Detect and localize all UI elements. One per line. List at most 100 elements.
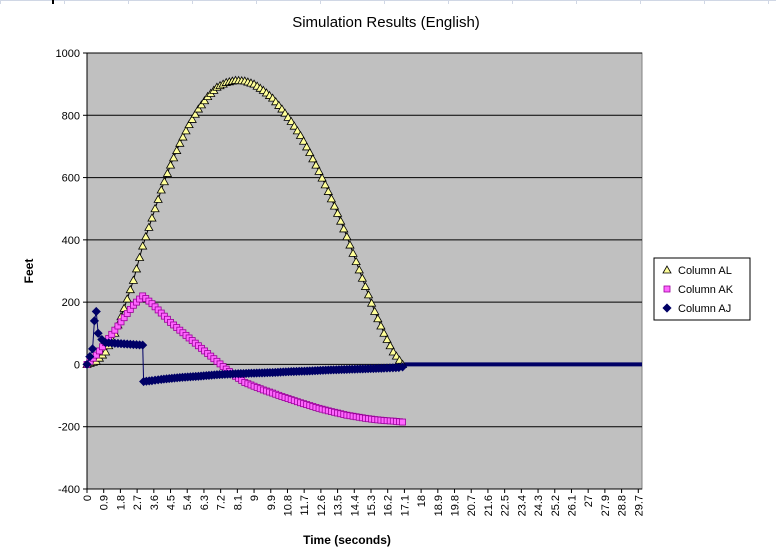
x-tick-label: 11.7 bbox=[299, 495, 311, 516]
y-tick-label: 800 bbox=[62, 110, 80, 122]
data-point bbox=[317, 173, 327, 182]
data-point bbox=[348, 248, 358, 257]
data-point bbox=[301, 142, 312, 151]
data-point bbox=[320, 180, 330, 189]
x-tick-label: 16.2 bbox=[383, 495, 395, 516]
data-point bbox=[373, 313, 383, 323]
data-point bbox=[128, 275, 139, 284]
data-point bbox=[370, 306, 380, 315]
data-point bbox=[156, 185, 166, 194]
data-point bbox=[339, 224, 349, 233]
legend-marker bbox=[663, 285, 671, 293]
x-tick-label: 9.9 bbox=[266, 495, 278, 510]
data-point bbox=[193, 104, 204, 113]
data-point bbox=[394, 355, 405, 364]
x-axis-title: Time (seconds) bbox=[303, 533, 391, 547]
data-point bbox=[345, 240, 355, 249]
x-tick-label: 27.9 bbox=[600, 495, 612, 516]
x-tick-label: 5.4 bbox=[182, 495, 194, 510]
data-point bbox=[366, 298, 377, 307]
data-point bbox=[150, 203, 160, 213]
chart-title: Simulation Results (English) bbox=[292, 14, 480, 31]
data-point bbox=[314, 166, 324, 175]
x-tick-label: 14.4 bbox=[349, 495, 361, 516]
x-tick-label: 20.7 bbox=[466, 495, 478, 516]
legend: Column AL Column AK Column AJ bbox=[653, 257, 751, 321]
data-point bbox=[91, 306, 101, 317]
data-point bbox=[286, 116, 296, 125]
data-point bbox=[168, 153, 179, 162]
data-point bbox=[137, 241, 148, 250]
x-tick-label: 17.1 bbox=[399, 495, 411, 516]
x-tick-label: 28.8 bbox=[617, 495, 629, 516]
chart-area[interactable]: Simulation Results (English) Feet Time (… bbox=[0, 4, 776, 557]
data-point bbox=[153, 194, 163, 203]
y-tick-label: 1000 bbox=[56, 48, 80, 60]
data-point bbox=[354, 265, 364, 274]
data-point bbox=[134, 252, 145, 261]
y-tick-label: -200 bbox=[58, 422, 80, 434]
x-tick-label: 0 bbox=[82, 495, 94, 501]
data-point bbox=[298, 136, 309, 145]
series-column-ak bbox=[83, 292, 406, 426]
data-point bbox=[187, 114, 197, 123]
series-column-aj bbox=[82, 306, 408, 387]
data-point bbox=[385, 340, 395, 350]
x-tick-label: 8.1 bbox=[232, 495, 244, 510]
x-tick-label: 23.4 bbox=[516, 495, 528, 516]
data-point bbox=[351, 256, 361, 266]
chart-svg: Simulation Results (English) Feet Time (… bbox=[22, 14, 751, 547]
y-tick-label: 0 bbox=[74, 359, 80, 371]
legend-marker bbox=[662, 265, 672, 274]
data-point bbox=[184, 119, 194, 129]
data-point bbox=[165, 160, 176, 169]
data-point bbox=[295, 130, 306, 139]
data-point bbox=[122, 294, 132, 303]
data-point bbox=[363, 290, 374, 299]
x-tick-label: 18.9 bbox=[433, 495, 445, 516]
data-point bbox=[323, 186, 333, 195]
x-tick-label: 19.8 bbox=[450, 495, 462, 516]
data-point bbox=[82, 359, 92, 369]
data-point bbox=[360, 281, 371, 290]
x-tick-label: 27 bbox=[583, 495, 595, 507]
y-tick-label: -400 bbox=[58, 484, 80, 496]
data-point bbox=[376, 321, 386, 330]
data-point bbox=[311, 160, 321, 169]
data-point bbox=[342, 231, 352, 241]
data-point bbox=[326, 194, 337, 203]
data-point bbox=[144, 222, 154, 231]
y-axis-title: Feet bbox=[22, 259, 36, 284]
legend-label: Column AL bbox=[678, 265, 732, 277]
x-tick-label: 6.3 bbox=[199, 495, 211, 510]
plot-background bbox=[86, 52, 643, 490]
data-point bbox=[175, 138, 185, 147]
data-point bbox=[305, 147, 315, 157]
data-point bbox=[379, 328, 389, 337]
x-tick-label: 4.5 bbox=[166, 495, 178, 510]
data-point bbox=[196, 100, 207, 109]
legend-label: Column AK bbox=[678, 284, 734, 296]
x-tick-label: 13.5 bbox=[333, 495, 345, 516]
data-point bbox=[335, 216, 346, 225]
x-tick-label: 0.9 bbox=[99, 495, 111, 510]
legend-label: Column AJ bbox=[678, 303, 731, 315]
x-tick-label: 1.8 bbox=[115, 495, 127, 510]
plot-area: -400 -200 0 200 400 600 800 1000 0 0.9 1.8 2.7 3.6 4.… bbox=[56, 48, 646, 516]
data-point bbox=[190, 109, 200, 118]
data-point bbox=[329, 201, 340, 210]
data-point bbox=[289, 121, 299, 130]
data-point bbox=[178, 132, 188, 141]
data-point bbox=[199, 95, 210, 105]
data-point bbox=[138, 340, 148, 350]
data-point bbox=[280, 108, 290, 117]
legend-marker bbox=[662, 303, 672, 313]
data-point bbox=[181, 126, 191, 135]
x-tick-label: 25.2 bbox=[550, 495, 562, 516]
data-point bbox=[172, 145, 182, 154]
data-point bbox=[357, 273, 368, 282]
data-point bbox=[382, 334, 392, 343]
data-point bbox=[100, 347, 111, 356]
x-tick-label: 10.8 bbox=[282, 495, 294, 516]
x-tick-label: 18 bbox=[416, 495, 428, 507]
